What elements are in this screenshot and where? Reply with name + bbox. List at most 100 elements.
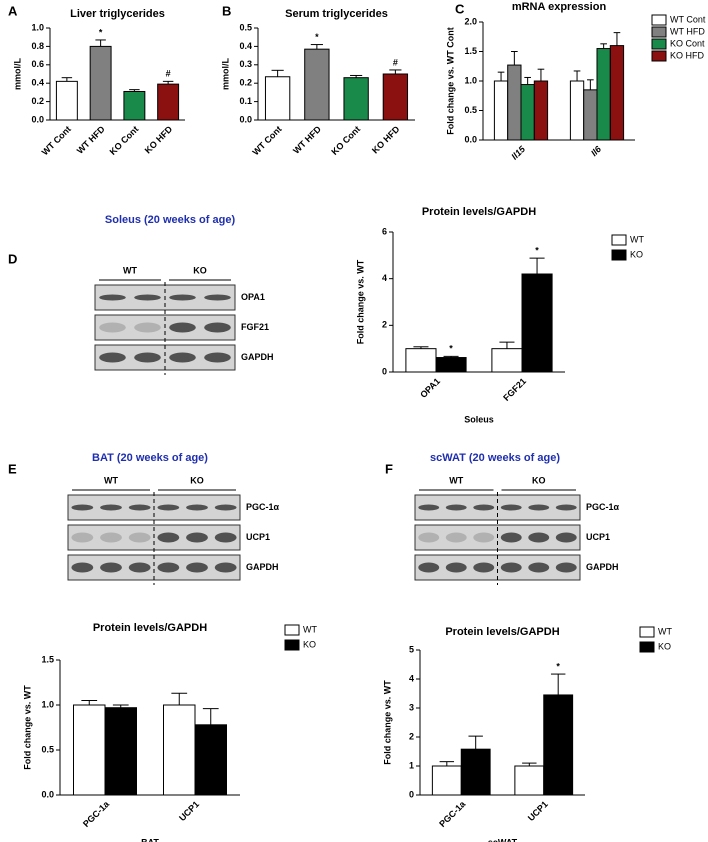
- row-label: UCP1: [586, 532, 610, 542]
- blot-band: [473, 562, 495, 573]
- x-tick-label: Il6: [589, 143, 604, 158]
- blot-band: [204, 322, 231, 333]
- chart-title: Protein levels/GAPDH: [445, 626, 559, 638]
- group-label: WT: [104, 475, 118, 485]
- blot-band: [528, 562, 550, 573]
- error-bar: [587, 79, 594, 90]
- bar: [89, 45, 112, 121]
- blot-band: [157, 504, 180, 511]
- bar: [343, 77, 369, 121]
- y-tick-label: 1.5: [464, 46, 477, 56]
- blot-band: [186, 532, 208, 543]
- y-tick-label: 0: [409, 789, 414, 799]
- x-tick-label: OPA1: [418, 376, 442, 400]
- panel-letter: F: [385, 461, 393, 476]
- legend-swatch: [639, 626, 655, 638]
- significance-mark: *: [556, 661, 560, 671]
- y-axis-label: Fold change vs. WT: [22, 685, 32, 770]
- group-label: WT: [449, 475, 463, 485]
- blot-band: [528, 504, 550, 511]
- blot-band: [71, 504, 94, 511]
- panel-letter: A: [8, 3, 18, 18]
- chart-title: Protein levels/GAPDH: [93, 622, 207, 634]
- blot-band: [99, 294, 126, 301]
- blot-band: [214, 562, 237, 573]
- y-tick-label: 1.5: [41, 654, 54, 664]
- row-label: GAPDH: [246, 562, 279, 572]
- legend-label: KO: [630, 249, 643, 259]
- row-label: UCP1: [246, 532, 270, 542]
- blot-band: [99, 352, 126, 363]
- error-bar: [468, 735, 483, 750]
- x-tick-label: WT Cont: [250, 124, 283, 157]
- bar: [264, 76, 291, 121]
- legend-swatch: [651, 50, 667, 62]
- blot-band: [204, 294, 231, 301]
- legend-label: WT: [630, 234, 644, 244]
- bar: [431, 765, 462, 796]
- error-bar: [613, 32, 621, 46]
- blot-band: [100, 504, 122, 511]
- y-tick-label: 4: [409, 673, 414, 683]
- blot-band: [500, 532, 522, 543]
- significance-mark: #: [166, 69, 171, 79]
- bar: [73, 704, 106, 796]
- y-axis-label: mmol/L: [220, 58, 230, 91]
- legend-swatch: [639, 641, 655, 653]
- x-tick-label: KO HFD: [370, 124, 402, 156]
- x-tick-label: KO Cont: [108, 124, 141, 157]
- y-axis-label: mmol/L: [12, 58, 22, 91]
- bar: [596, 48, 611, 141]
- y-tick-label: 1.0: [464, 75, 477, 85]
- legend-label: WT: [303, 624, 317, 634]
- y-tick-label: 0.1: [239, 96, 252, 106]
- blot-band: [186, 504, 208, 511]
- error-bar: [162, 80, 174, 85]
- x-tick-label: KO Cont: [329, 124, 362, 157]
- chart-title: Liver triglycerides: [70, 8, 165, 20]
- error-bar: [61, 77, 73, 82]
- y-tick-label: 0.0: [31, 114, 44, 124]
- chart-title: mRNA expression: [512, 1, 607, 13]
- blot-band: [528, 532, 550, 543]
- error-bar: [600, 43, 607, 49]
- y-tick-label: 2.0: [464, 16, 477, 26]
- blot-band: [445, 532, 467, 543]
- bar: [304, 48, 330, 121]
- significance-mark: #: [393, 57, 398, 67]
- legend-label: WT HFD: [670, 26, 705, 36]
- blot-band: [445, 504, 467, 511]
- error-bar: [443, 355, 459, 358]
- chart-title: Protein levels/GAPDH: [422, 206, 536, 218]
- y-tick-label: 0: [382, 366, 387, 376]
- blot-band: [555, 504, 577, 511]
- y-axis-label: Fold change vs. WT Cont: [445, 27, 455, 135]
- blot-band: [555, 562, 577, 573]
- y-tick-label: 0.3: [239, 59, 252, 69]
- blot-band: [169, 322, 196, 333]
- bar: [569, 80, 585, 141]
- x-axis-label: Soleus: [464, 414, 494, 424]
- legend-swatch: [611, 249, 627, 261]
- row-label: GAPDH: [241, 352, 274, 362]
- blot-band: [214, 504, 237, 511]
- x-tick-label: WT Cont: [40, 124, 73, 157]
- bar: [163, 704, 196, 796]
- row-label: OPA1: [241, 292, 265, 302]
- group-label: KO: [190, 475, 204, 485]
- blot-band: [418, 562, 440, 573]
- y-tick-label: 0.0: [41, 789, 54, 799]
- legend-swatch: [651, 14, 667, 26]
- blot-band: [100, 532, 122, 543]
- y-tick-label: 6: [382, 226, 387, 236]
- blot-band: [500, 504, 522, 511]
- panel-letter: D: [8, 251, 17, 266]
- error-bar: [202, 708, 219, 725]
- x-tick-label: UCP1: [177, 799, 201, 823]
- bar: [521, 273, 553, 373]
- bar: [514, 765, 545, 796]
- y-tick-label: 0.2: [239, 78, 252, 88]
- blot-band: [71, 562, 94, 573]
- y-tick-label: 0.5: [239, 22, 252, 32]
